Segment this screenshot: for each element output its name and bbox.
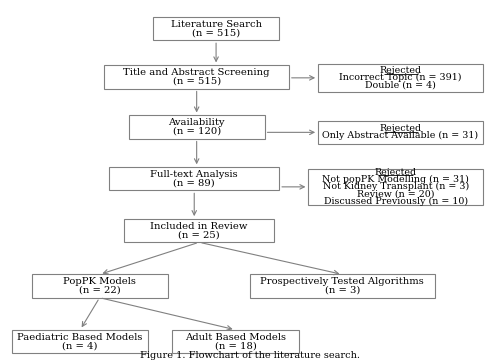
FancyBboxPatch shape	[153, 17, 279, 40]
Text: Review (n = 20): Review (n = 20)	[357, 189, 434, 199]
Text: (n = 25): (n = 25)	[178, 231, 220, 240]
Text: Availability: Availability	[168, 118, 225, 127]
FancyBboxPatch shape	[104, 65, 289, 89]
Text: Prospectively Tested Algorithms: Prospectively Tested Algorithms	[260, 277, 424, 286]
Text: (n = 22): (n = 22)	[78, 286, 120, 295]
Text: (n = 4): (n = 4)	[62, 341, 98, 350]
Text: (n = 3): (n = 3)	[324, 286, 360, 295]
Text: Literature Search: Literature Search	[170, 20, 262, 29]
FancyBboxPatch shape	[124, 219, 274, 242]
FancyBboxPatch shape	[318, 121, 483, 144]
FancyBboxPatch shape	[128, 115, 264, 139]
Text: Rejected: Rejected	[380, 66, 422, 75]
Text: Double (n = 4): Double (n = 4)	[365, 81, 436, 90]
Text: Rejected: Rejected	[380, 124, 422, 133]
FancyBboxPatch shape	[172, 330, 298, 353]
Text: PopPK Models: PopPK Models	[63, 277, 136, 286]
Text: Full-text Analysis: Full-text Analysis	[150, 170, 238, 179]
Text: Title and Abstract Screening: Title and Abstract Screening	[124, 68, 270, 77]
Text: Included in Review: Included in Review	[150, 222, 248, 231]
FancyBboxPatch shape	[250, 274, 434, 298]
FancyBboxPatch shape	[12, 330, 148, 353]
Text: Figure 1. Flowchart of the literature search.: Figure 1. Flowchart of the literature se…	[140, 351, 360, 360]
FancyBboxPatch shape	[308, 169, 483, 205]
FancyBboxPatch shape	[318, 64, 483, 92]
Text: (n = 120): (n = 120)	[172, 127, 221, 136]
Text: Discussed Previously (n = 10): Discussed Previously (n = 10)	[324, 197, 468, 206]
Text: Not popPK Modelling (n = 31): Not popPK Modelling (n = 31)	[322, 175, 469, 184]
FancyBboxPatch shape	[32, 274, 168, 298]
Text: Not Kidney Transplant (n = 3): Not Kidney Transplant (n = 3)	[322, 182, 469, 191]
Text: (n = 515): (n = 515)	[172, 77, 221, 86]
Text: Only Abstract Available (n = 31): Only Abstract Available (n = 31)	[322, 131, 478, 140]
Text: (n = 18): (n = 18)	[214, 341, 256, 350]
Text: Incorrect Topic (n = 391): Incorrect Topic (n = 391)	[340, 73, 462, 82]
Text: (n = 89): (n = 89)	[174, 179, 215, 188]
FancyBboxPatch shape	[110, 167, 279, 191]
Text: Paediatric Based Models: Paediatric Based Models	[18, 333, 143, 342]
Text: (n = 515): (n = 515)	[192, 28, 240, 37]
Text: Adult Based Models: Adult Based Models	[185, 333, 286, 342]
Text: Rejected: Rejected	[374, 168, 417, 177]
